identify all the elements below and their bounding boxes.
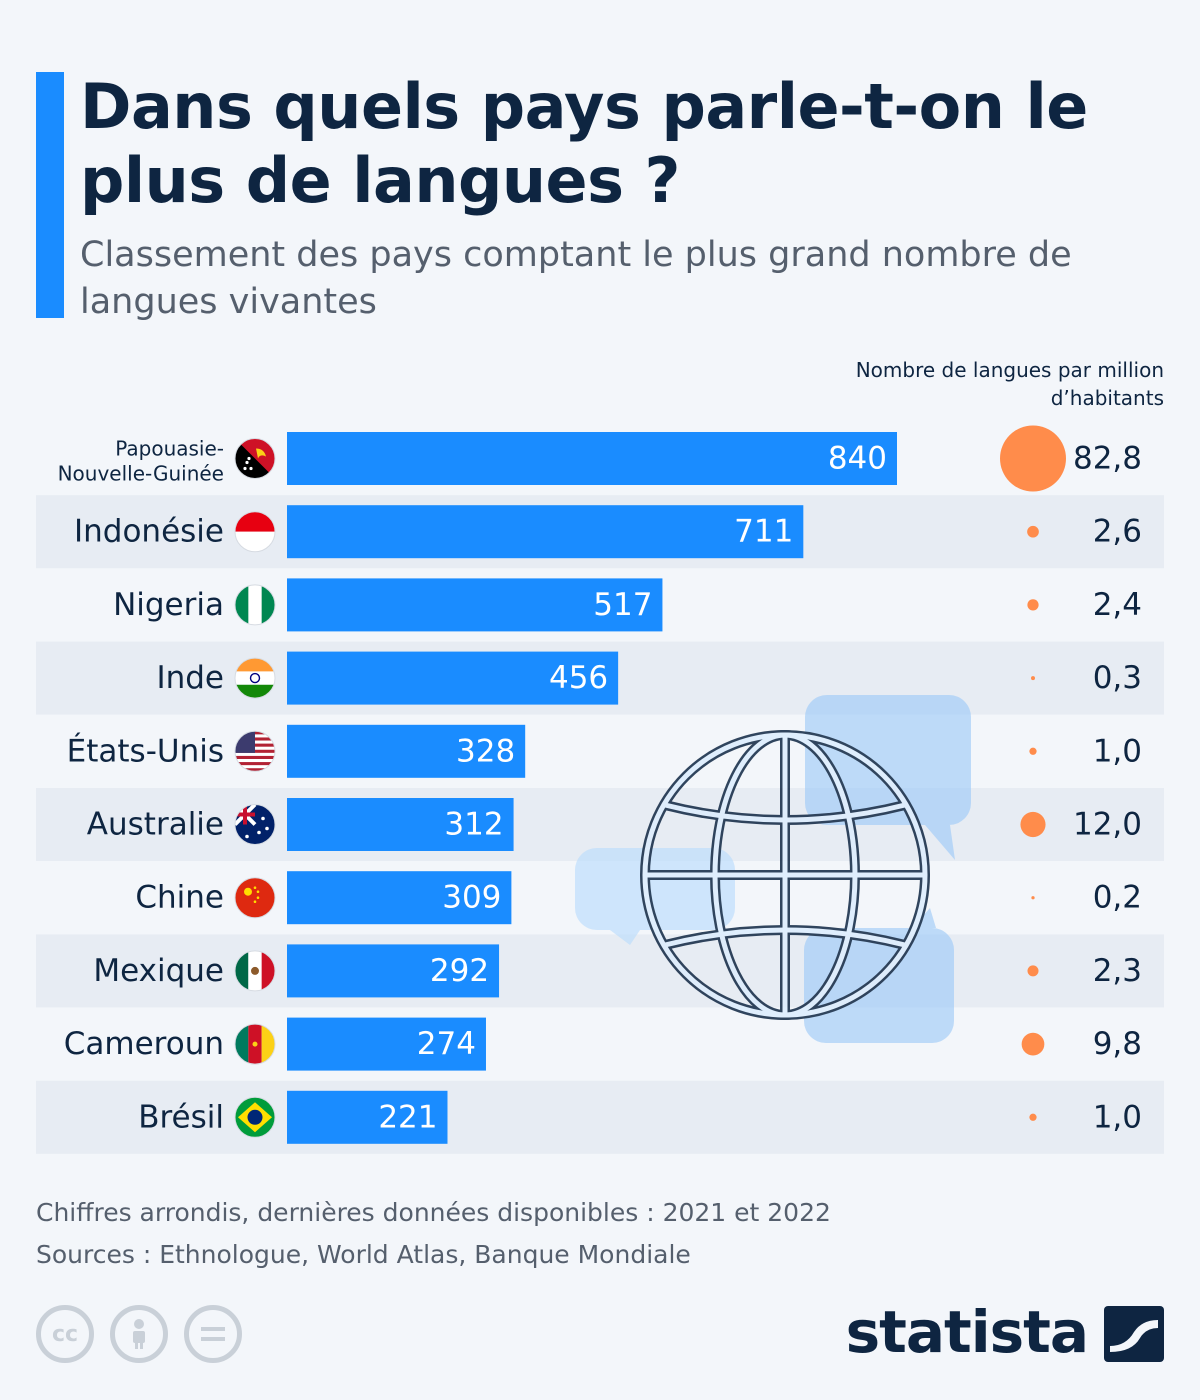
china-flag-icon	[234, 877, 276, 919]
bar[interactable]	[287, 432, 897, 485]
row-stripe	[36, 1080, 1164, 1154]
globe-speech-bubbles-icon	[575, 695, 971, 1043]
mexico-flag-icon	[234, 950, 276, 992]
density-dot	[1000, 425, 1066, 492]
density-dot	[1021, 1032, 1045, 1056]
density-value-label: 9,8	[1093, 1026, 1142, 1062]
density-value-label: 82,8	[1073, 441, 1142, 477]
density-value-label: 0,3	[1093, 660, 1142, 696]
chart-row: Australie 312 12,0	[87, 798, 1142, 851]
category-label: Cameroun	[64, 1026, 224, 1062]
chart-subtitle: Classement des pays comptant le plus gra…	[80, 235, 1072, 322]
category-label: Australie	[87, 807, 224, 843]
row-stripe	[36, 788, 1164, 861]
chart-row: Brésil 221 1,0	[138, 1090, 1142, 1144]
category-label-line: Papouasie-	[115, 437, 224, 461]
density-dot	[1031, 676, 1035, 681]
chart-row: Inde 456 0,3	[156, 651, 1142, 705]
australia-flag-icon	[234, 804, 276, 845]
density-value-label: 12,0	[1073, 807, 1142, 843]
bar[interactable]	[287, 1017, 486, 1071]
indonesia-flag-icon	[234, 511, 276, 553]
statista-logo-text[interactable]: statista	[845, 1298, 1089, 1366]
cc-icon[interactable]: cc	[36, 1305, 94, 1363]
category-label-line: Nouvelle-Guinée	[58, 462, 224, 486]
usa-flag-icon	[234, 730, 276, 772]
category-label: Nigeria	[113, 587, 224, 623]
no-derivatives-icon[interactable]	[184, 1305, 242, 1363]
bar[interactable]	[287, 871, 512, 925]
density-value-label: 1,0	[1093, 733, 1142, 769]
title-accent-bar	[36, 72, 64, 318]
chart-row: Papouasie-Nouvelle-Guinée 840 82,8	[58, 425, 1142, 492]
chart-title: Dans quels pays parle-t-on le plus de la…	[80, 70, 1088, 217]
bar[interactable]	[287, 798, 514, 851]
density-value-label: 2,6	[1093, 514, 1142, 550]
footnote: Chiffres arrondis, dernières données dis…	[36, 1198, 831, 1227]
category-label: États-Unis	[67, 733, 224, 769]
chart-row: Cameroun 274 9,8	[64, 1017, 1142, 1071]
bar[interactable]	[287, 724, 526, 778]
category-label: Chine	[135, 880, 224, 916]
density-dot	[1027, 525, 1039, 538]
density-value-label: 1,0	[1093, 1099, 1142, 1135]
bar[interactable]	[287, 505, 804, 559]
brazil-flag-icon	[234, 1096, 276, 1138]
nigeria-flag-icon	[234, 584, 276, 626]
attribution-icon[interactable]	[110, 1305, 168, 1363]
category-label: Brésil	[138, 1099, 224, 1135]
bar[interactable]	[287, 944, 500, 998]
dot-column-header: Nombre de langues par million d’habitant…	[855, 358, 1164, 410]
license-icons: cc	[36, 1305, 242, 1363]
category-label: Mexique	[93, 953, 224, 989]
chart-row: Mexique 292 2,3	[93, 944, 1142, 998]
density-value-label: 0,2	[1093, 880, 1142, 916]
density-dot	[1020, 811, 1046, 838]
row-stripe	[36, 934, 1164, 1008]
cameroon-flag-icon	[234, 1023, 276, 1065]
chart-row: Indonésie 711 2,6	[74, 505, 1142, 559]
chart-row: Nigeria 517 2,4	[113, 578, 1142, 632]
chart-row: Chine 309 0,2	[135, 871, 1142, 925]
density-dot	[1027, 599, 1039, 611]
density-dot	[1029, 747, 1037, 755]
source-note: Sources : Ethnologue, World Atlas, Banqu…	[36, 1240, 691, 1269]
papua-new-guinea-flag-icon	[234, 438, 276, 479]
density-dot	[1029, 1113, 1037, 1121]
india-flag-icon	[234, 657, 276, 699]
bar[interactable]	[287, 651, 619, 705]
density-value-label: 2,3	[1093, 953, 1142, 989]
density-dot	[1031, 896, 1035, 900]
category-label: Indonésie	[74, 514, 224, 550]
density-value-label: 2,4	[1093, 587, 1142, 623]
bar[interactable]	[287, 578, 663, 632]
category-label: Papouasie-Nouvelle-Guinée	[58, 437, 224, 486]
category-label: Inde	[156, 660, 224, 696]
bar[interactable]	[287, 1090, 448, 1144]
density-dot	[1027, 965, 1039, 977]
chart-row: États-Unis 328 1,0	[67, 724, 1142, 778]
statista-logo-icon	[1104, 1306, 1164, 1362]
